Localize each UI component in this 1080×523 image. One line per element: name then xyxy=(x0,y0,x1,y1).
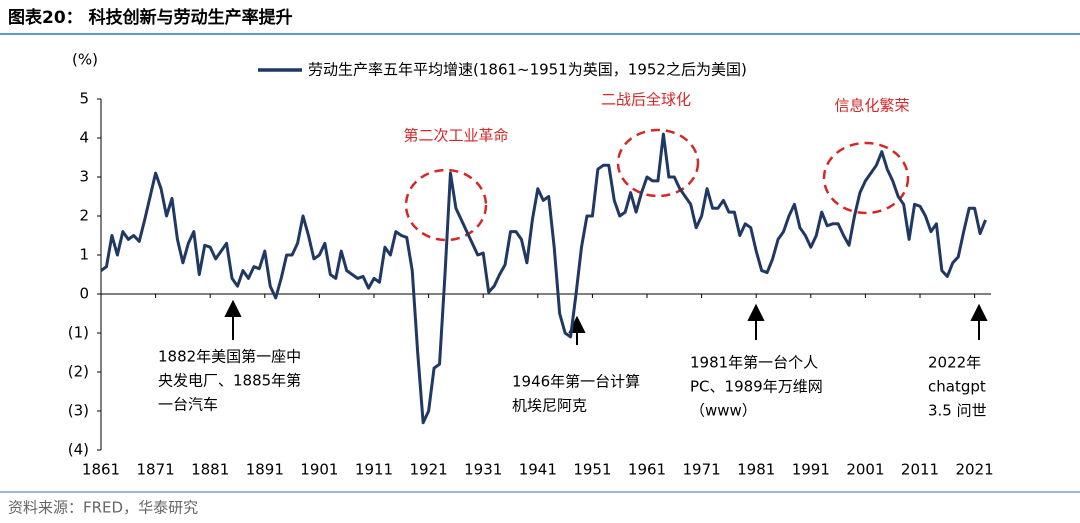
y-tick-label: 2 xyxy=(79,207,89,225)
highlight-circle xyxy=(616,128,700,198)
annotation: 2022年 xyxy=(928,354,981,372)
legend-label: 劳动生产率五年平均增速(1861~1951为英国，1952之后为美国) xyxy=(308,61,747,79)
annotation: 央发电厂、1885年第 xyxy=(158,372,301,390)
x-tick-label: 1901 xyxy=(300,461,338,479)
page-title: 图表20： 科技创新与劳动生产率提升 xyxy=(8,7,293,28)
x-tick-label: 1931 xyxy=(464,461,502,479)
x-tick-label: 1951 xyxy=(573,461,611,479)
arrows xyxy=(224,299,988,345)
x-tick-label: 1941 xyxy=(519,461,557,479)
y-tick-label: 3 xyxy=(79,168,89,186)
annotation: （www） xyxy=(690,402,757,420)
highlight-label: 信息化繁荣 xyxy=(834,97,909,115)
highlight-circle xyxy=(404,168,488,242)
x-tick-label: 1971 xyxy=(683,461,721,479)
y-axis-label: (%) xyxy=(72,51,98,69)
annotation: 1946年第一台计算 xyxy=(512,373,640,391)
source: 资料来源：FRED，华泰研究 xyxy=(8,499,198,517)
annotation: 机埃尼阿克 xyxy=(512,397,587,415)
highlight-label: 第二次工业革命 xyxy=(403,127,508,145)
x-tick-label: 1911 xyxy=(355,461,393,479)
y-tick-label: (3) xyxy=(68,402,89,420)
annotation: chatgpt xyxy=(928,378,986,396)
annotation: PC、1989年万维网 xyxy=(690,378,823,396)
y-tick-label: (2) xyxy=(68,363,89,381)
annotation: 1981年第一台个人 xyxy=(690,354,818,372)
x-tick-label: 1881 xyxy=(191,461,229,479)
series-line xyxy=(100,132,987,425)
y-tick-label: 5 xyxy=(79,90,89,108)
annotation: 3.5 问世 xyxy=(928,402,987,420)
y-tick-label: (1) xyxy=(68,324,89,342)
y-tick-label: 0 xyxy=(79,285,89,303)
highlight-label: 二战后全球化 xyxy=(601,91,691,109)
x-tick-label: 1981 xyxy=(737,461,775,479)
x-tick-label: 1961 xyxy=(628,461,666,479)
x-tick-label: 2021 xyxy=(956,461,994,479)
x-tick-label: 1861 xyxy=(82,461,120,479)
highlight-circle xyxy=(822,141,910,215)
x-tick-label: 1871 xyxy=(137,461,175,479)
x-tick-label: 2011 xyxy=(901,461,939,479)
annotation: 一台汽车 xyxy=(158,396,218,414)
y-tick-label: 1 xyxy=(79,246,89,264)
y-tick-label: (4) xyxy=(68,441,89,459)
y-tick-label: 4 xyxy=(79,129,89,147)
x-tick-label: 1891 xyxy=(246,461,284,479)
x-tick-label: 1921 xyxy=(410,461,448,479)
x-tick-label: 2001 xyxy=(846,461,884,479)
annotation: 1882年美国第一座中 xyxy=(158,348,301,366)
x-tick-label: 1991 xyxy=(792,461,830,479)
